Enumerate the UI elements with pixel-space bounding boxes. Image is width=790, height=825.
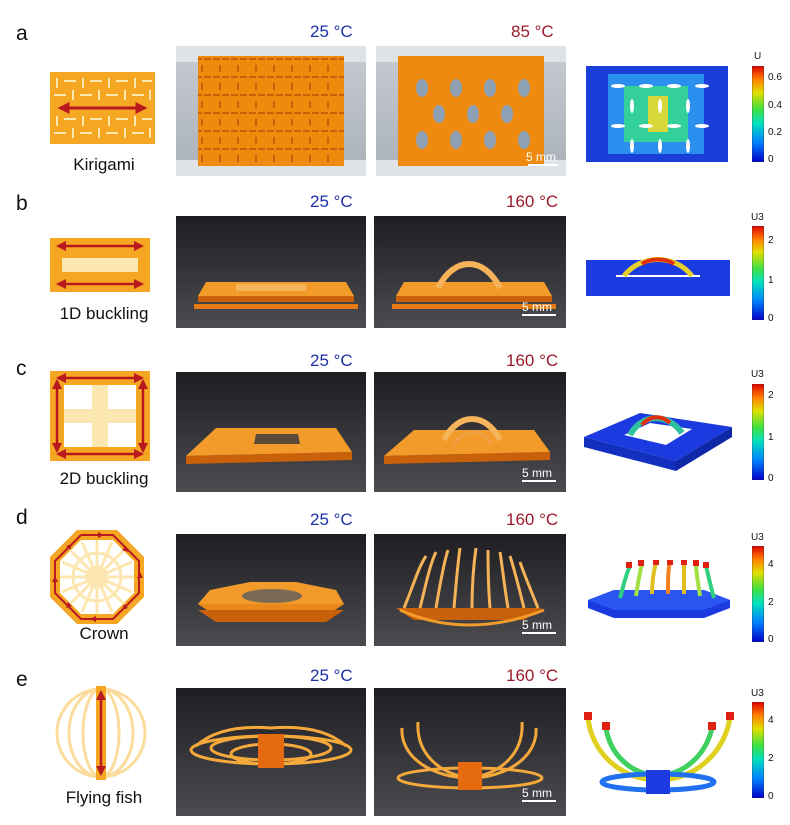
panel-e: e Flying fish 25 °C 160 °C: [0, 660, 790, 825]
photo-heated: 5 mm: [376, 46, 566, 176]
panel-label: e: [16, 668, 28, 691]
photo-heated: 5 mm: [374, 372, 566, 492]
photo-room-temp: [176, 372, 366, 492]
hot-temperature: 160 °C: [506, 351, 559, 370]
photo-room-temp: [176, 688, 366, 816]
simulation-render: [586, 66, 728, 162]
kirigami-schematic: [50, 72, 155, 144]
colorbar-tick: 0.2: [768, 127, 782, 138]
panel-label: c: [16, 357, 27, 380]
simulation-render: [584, 413, 732, 471]
cold-temperature: 25 °C: [310, 351, 353, 370]
colorbar-tick: 0: [768, 634, 774, 645]
colorbar: [752, 384, 764, 480]
hot-temperature: 85 °C: [511, 22, 554, 41]
panel-caption: Flying fish: [65, 788, 143, 807]
colorbar-tick: 2: [768, 753, 774, 764]
panel-c: c 2D buckling 25 °C 160 °C 5 mm: [0, 345, 790, 500]
colorbar-tick: 1: [768, 432, 774, 443]
colorbar-tick: 4: [768, 559, 774, 570]
simulation-render: [588, 560, 730, 618]
cold-temperature: 25 °C: [310, 22, 353, 41]
photo-room-temp: [176, 216, 366, 328]
colorbar-title: U3: [751, 212, 764, 223]
colorbar: [752, 66, 764, 162]
scale-label: 5 mm: [522, 786, 552, 800]
panel-caption: Kirigami: [73, 155, 135, 174]
simulation-render: [584, 712, 734, 794]
panel-label: b: [16, 192, 28, 215]
panel-b: b 1D buckling 25 °C 160 °C 5 mm: [0, 180, 790, 345]
scale-label: 5 mm: [526, 150, 556, 164]
colorbar-tick: 2: [768, 235, 774, 246]
2d-buckling-schematic: [50, 371, 150, 461]
photo-heated: 5 mm: [374, 534, 566, 646]
panel-d: d Crown 25 °C 160 °C: [0, 500, 790, 660]
colorbar-tick: 0.4: [768, 100, 782, 111]
1d-buckling-schematic: [50, 238, 150, 292]
colorbar-tick: 1: [768, 275, 774, 286]
flying-fish-schematic: [55, 686, 147, 780]
colorbar-tick: 2: [768, 390, 774, 401]
colorbar-title: U: [754, 51, 762, 62]
panel-label: a: [16, 22, 28, 45]
panel-caption: 2D buckling: [59, 469, 149, 488]
crown-schematic: [50, 530, 144, 624]
colorbar-title: U3: [751, 532, 764, 543]
colorbar: [752, 226, 764, 320]
colorbar-tick: 0: [768, 154, 774, 165]
colorbar-title: U3: [751, 688, 764, 699]
hot-temperature: 160 °C: [506, 510, 559, 529]
scale-bar: [522, 632, 556, 634]
cold-temperature: 25 °C: [310, 510, 353, 529]
colorbar: [752, 702, 764, 798]
hot-temperature: 160 °C: [506, 192, 559, 211]
colorbar-tick: 0: [768, 473, 774, 484]
panel-a: a Kirigami 25 °C 85 °C: [0, 0, 790, 180]
panel-caption: 1D buckling: [59, 304, 149, 323]
panel-caption: Crown: [79, 624, 129, 643]
photo-room-temp: [176, 534, 366, 646]
scale-label: 5 mm: [522, 466, 552, 480]
photo-room-temp: [176, 46, 366, 176]
photo-heated: 5 mm: [374, 216, 566, 328]
colorbar: [752, 546, 764, 642]
scale-bar: [522, 800, 556, 802]
colorbar-tick: 0: [768, 791, 774, 802]
simulation-render: [586, 257, 730, 296]
scale-bar: [522, 480, 556, 482]
scale-bar: [528, 164, 558, 166]
cold-temperature: 25 °C: [310, 192, 353, 211]
colorbar-title: U3: [751, 369, 764, 380]
photo-heated: 5 mm: [374, 688, 566, 816]
colorbar-tick: 4: [768, 715, 774, 726]
colorbar-tick: 2: [768, 597, 774, 608]
scale-bar: [522, 314, 556, 316]
panel-label: d: [16, 506, 28, 529]
colorbar-tick: 0: [768, 313, 774, 324]
scale-label: 5 mm: [522, 300, 552, 314]
colorbar-tick: 0.6: [768, 72, 782, 83]
scale-label: 5 mm: [522, 618, 552, 632]
hot-temperature: 160 °C: [506, 666, 559, 685]
cold-temperature: 25 °C: [310, 666, 353, 685]
